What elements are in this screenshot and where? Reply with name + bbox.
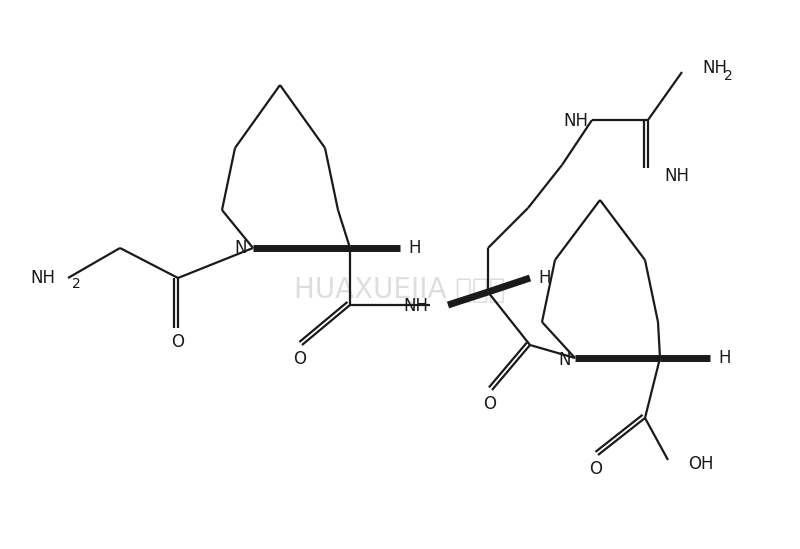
Text: NH: NH — [563, 112, 588, 130]
Text: NH: NH — [30, 269, 55, 287]
Text: H: H — [718, 349, 730, 367]
Text: 2: 2 — [72, 277, 81, 291]
Text: 2: 2 — [724, 69, 733, 83]
Text: O: O — [483, 395, 497, 413]
Text: O: O — [294, 350, 306, 368]
Text: O: O — [590, 460, 602, 478]
Text: N: N — [558, 351, 571, 369]
Text: OH: OH — [688, 455, 714, 473]
Text: NH: NH — [403, 297, 428, 315]
Text: O: O — [171, 333, 185, 351]
Text: NH: NH — [702, 59, 727, 77]
Text: N: N — [234, 239, 247, 257]
Text: HUAXUEJIA 化学加: HUAXUEJIA 化学加 — [294, 276, 506, 304]
Text: H: H — [538, 269, 550, 287]
Text: H: H — [408, 239, 421, 257]
Text: NH: NH — [664, 167, 689, 185]
